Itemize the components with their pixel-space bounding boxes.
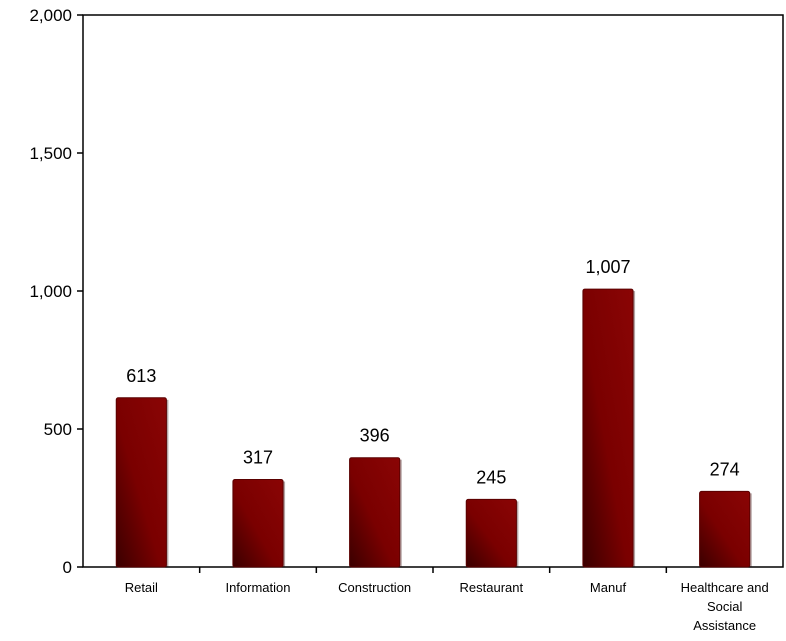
x-tick-label: Restaurant [460, 580, 524, 595]
y-axis: 0 500 1,000 1,500 2,000 [29, 6, 83, 577]
x-axis: Retail Information Construction Restaurant M… [125, 567, 769, 633]
data-label: 317 [243, 448, 273, 468]
x-tick-label: Healthcare and [681, 580, 769, 595]
y-tick-label: 2,000 [29, 6, 72, 25]
y-tick-label: 0 [63, 558, 72, 577]
bar [582, 288, 634, 568]
bar [115, 397, 167, 568]
x-tick-label: Information [225, 580, 290, 595]
data-label: 1,007 [585, 257, 630, 277]
data-label: 274 [710, 459, 740, 479]
y-tick-label: 1,000 [29, 282, 72, 301]
bar [349, 457, 401, 568]
y-tick-label: 1,500 [29, 144, 72, 163]
plot-border [82, 14, 784, 568]
x-tick-label: Manuf [590, 580, 627, 595]
bar [465, 498, 517, 568]
x-tick-label: Construction [338, 580, 411, 595]
data-label: 245 [476, 467, 506, 487]
x-tick-label: Retail [125, 580, 158, 595]
x-tick-label: Assistance [693, 618, 756, 633]
bar [232, 479, 284, 568]
data-label: 613 [126, 366, 156, 386]
bar [699, 490, 751, 568]
y-tick-label: 500 [44, 420, 72, 439]
data-label: 396 [360, 426, 390, 446]
bars-group: 613 317 396 245 1,007 274 [115, 257, 752, 568]
x-tick-label: Social [707, 599, 743, 614]
plot-area [82, 14, 784, 568]
